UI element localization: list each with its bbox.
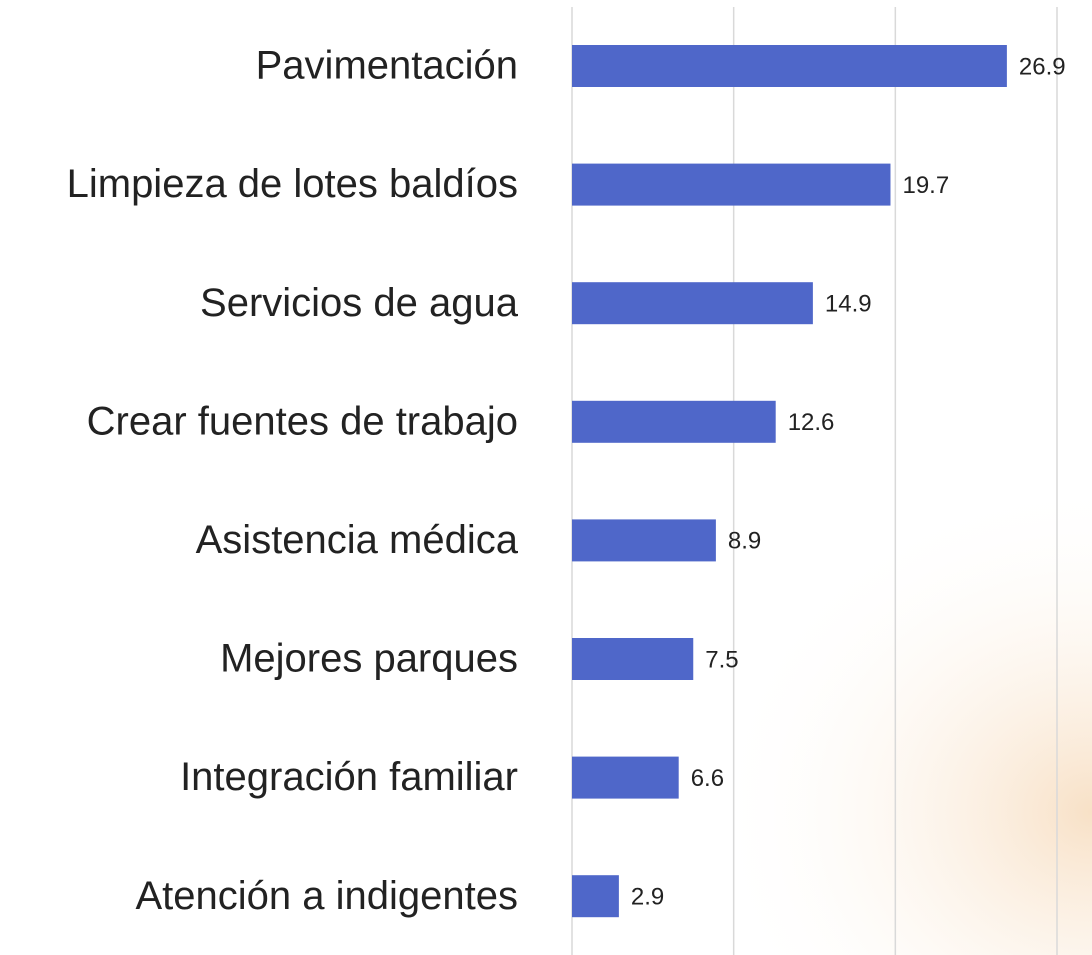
bar	[572, 638, 694, 680]
category-label: Asistencia médica	[196, 518, 519, 562]
bar	[572, 519, 716, 562]
category-label: Mejores parques	[220, 637, 518, 681]
category-label: Crear fuentes de trabajo	[87, 399, 518, 443]
category-label: Servicios de agua	[200, 281, 519, 325]
bar	[572, 282, 813, 325]
value-label: 6.6	[691, 765, 724, 792]
value-label: 2.9	[631, 884, 664, 911]
value-label: 14.9	[825, 291, 872, 318]
bar	[572, 400, 776, 443]
category-label: Atención a indigentes	[136, 874, 519, 918]
value-label: 7.5	[705, 646, 738, 673]
value-label: 19.7	[902, 172, 949, 199]
bar	[572, 45, 1007, 87]
bar	[572, 163, 891, 206]
bar	[572, 756, 679, 799]
value-label: 26.9	[1019, 53, 1066, 80]
category-label: Pavimentación	[256, 44, 518, 88]
value-label: 8.9	[728, 528, 761, 555]
value-label: 12.6	[788, 409, 835, 436]
category-label: Integración familiar	[180, 755, 518, 799]
bar	[572, 875, 619, 918]
category-label: Limpieza de lotes baldíos	[67, 162, 518, 206]
